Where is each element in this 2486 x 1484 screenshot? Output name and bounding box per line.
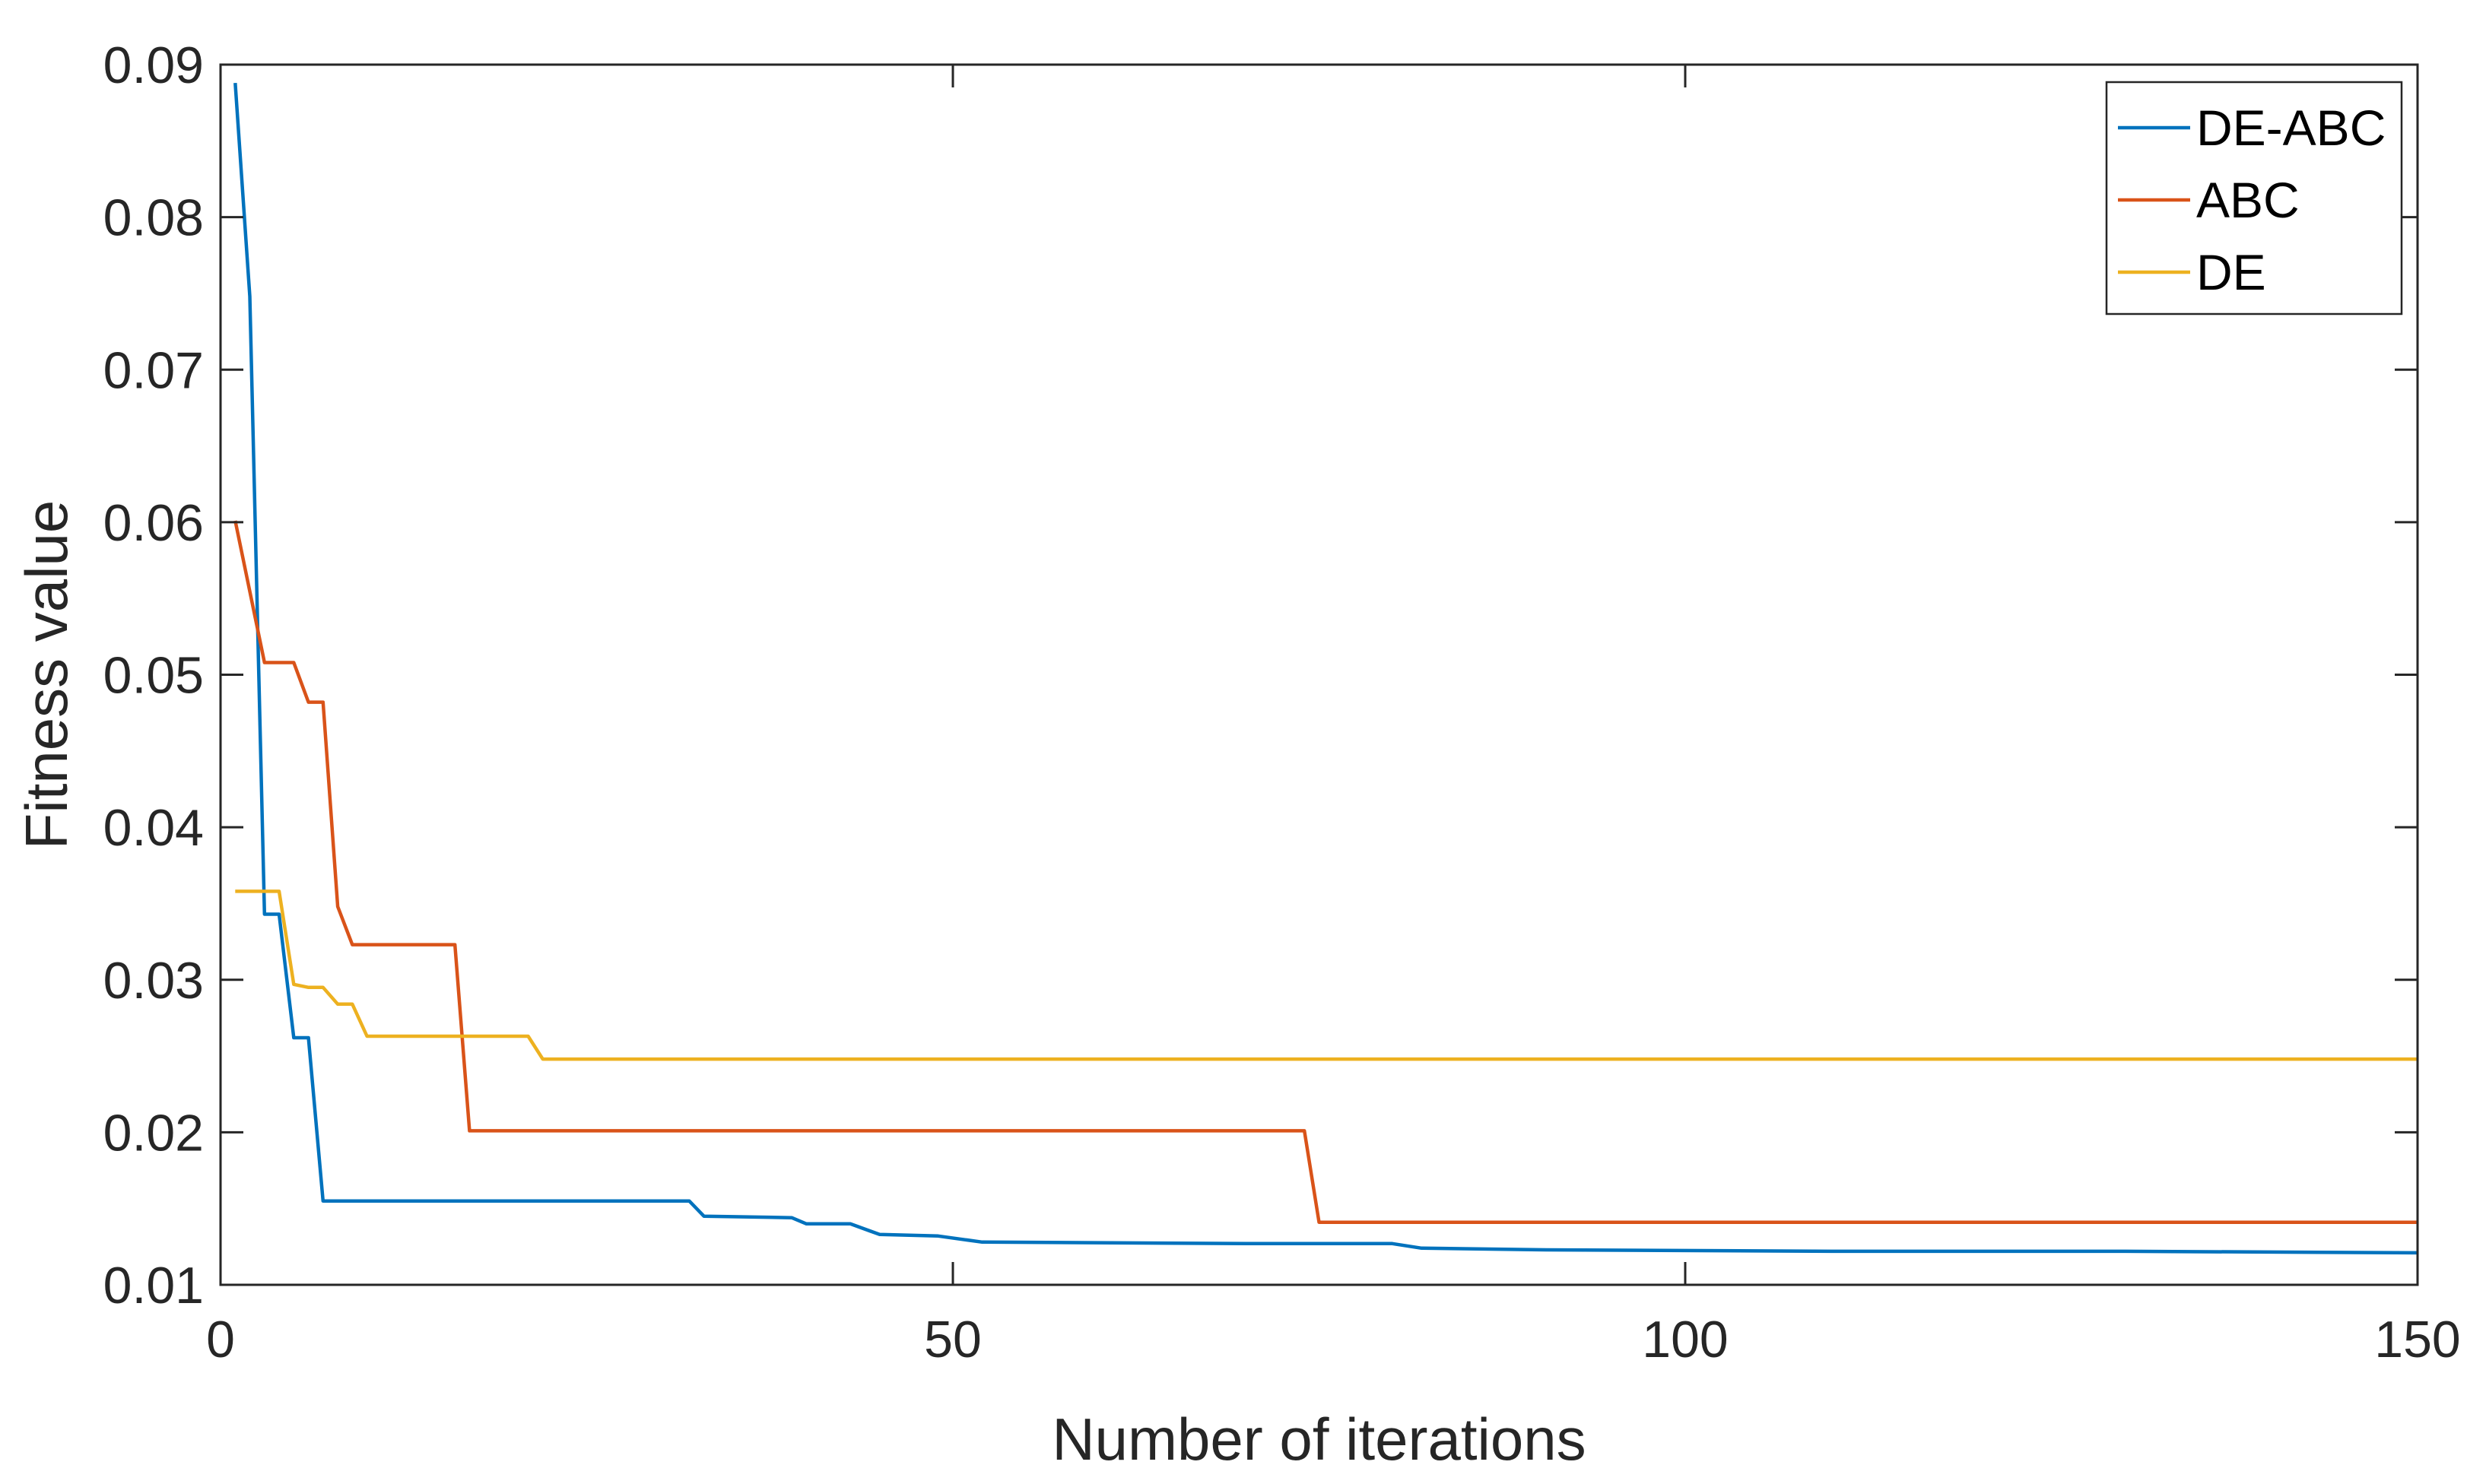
series-line-de-abc xyxy=(233,82,2418,1255)
legend: DE-ABC ABC DE xyxy=(2105,81,2403,316)
y-tick-label: 0.04 xyxy=(103,799,204,857)
tick-marks xyxy=(219,63,2419,1286)
x-tick-labels: 0 50 100 150 xyxy=(206,1311,2461,1368)
y-axis-title: Fitness value xyxy=(13,500,80,850)
y-tick-label: 0.07 xyxy=(103,341,204,399)
y-tick-label: 0.03 xyxy=(103,952,204,1010)
x-tick-label: 50 xyxy=(924,1311,982,1368)
y-tick-label: 0.02 xyxy=(103,1104,204,1162)
series-lines xyxy=(233,82,2418,1255)
legend-box xyxy=(2105,81,2403,316)
y-tick-label: 0.01 xyxy=(103,1257,204,1314)
x-tick-label: 150 xyxy=(2374,1311,2460,1368)
legend-label-de-abc: DE-ABC xyxy=(2196,100,2386,156)
y-tick-labels: 0.01 0.02 0.03 0.04 0.05 0.06 0.07 0.08 0.09 xyxy=(103,36,204,1314)
x-tick-label: 0 xyxy=(206,1311,235,1368)
x-axis-title: Number of iterations xyxy=(1052,1406,1586,1473)
legend-label-de: DE xyxy=(2196,244,2266,300)
legend-label-abc: ABC xyxy=(2196,172,2300,228)
plot-area xyxy=(221,65,2418,1285)
y-tick-label: 0.05 xyxy=(103,647,204,705)
y-tick-label: 0.08 xyxy=(103,189,204,247)
x-tick-label: 100 xyxy=(1642,1311,1728,1368)
series-line-abc xyxy=(233,520,2418,1224)
y-tick-label: 0.06 xyxy=(103,494,204,552)
series-line-de xyxy=(235,889,2418,1061)
y-tick-label: 0.09 xyxy=(103,36,204,94)
